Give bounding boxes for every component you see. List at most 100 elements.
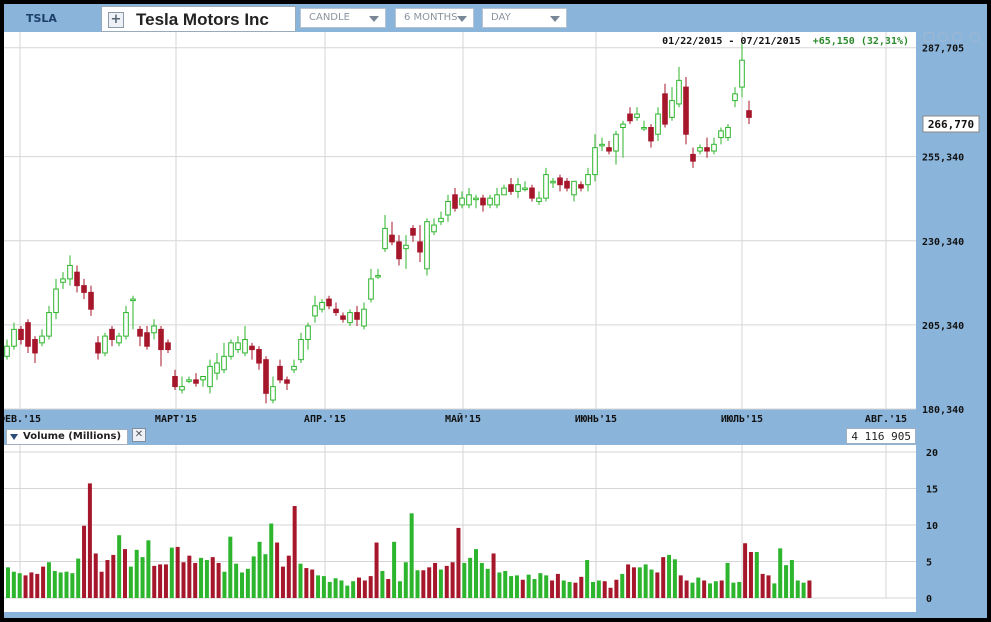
candle xyxy=(536,197,542,203)
zoom-in-icon[interactable] xyxy=(938,32,948,42)
ticker-tab[interactable]: TSLA xyxy=(4,6,100,32)
candle xyxy=(445,201,451,216)
volume-bar xyxy=(316,575,321,598)
volume-bar xyxy=(427,567,432,598)
volume-bar xyxy=(46,562,51,598)
y-tick-label: 287,705 xyxy=(922,44,964,55)
volume-bar xyxy=(222,571,227,598)
candle xyxy=(487,197,493,206)
candle xyxy=(669,100,675,118)
candle xyxy=(543,174,549,199)
candle xyxy=(326,298,332,307)
zoom-icon[interactable] xyxy=(970,32,980,42)
volume-bar xyxy=(462,562,467,598)
candle xyxy=(130,298,136,302)
volume-bar xyxy=(567,581,572,598)
period-dropdown[interactable]: 6 MONTHS xyxy=(395,8,474,28)
candle xyxy=(46,312,52,337)
volume-bar xyxy=(766,575,771,598)
volume-bar xyxy=(801,582,806,598)
price-change: +65,150 (32,31%) xyxy=(813,36,909,47)
price-volume-chart[interactable]: ФЕВ.'15 МАРТ'15 АПР.'15 МАЙ'15 ИЮНЬ'15 ИЮЛЬ'1… xyxy=(0,32,987,612)
volume-bar xyxy=(58,572,63,598)
candle xyxy=(648,126,654,142)
volume-bar xyxy=(444,565,449,598)
candle xyxy=(508,184,514,192)
candle xyxy=(228,342,234,357)
volume-bar xyxy=(257,541,262,598)
candle xyxy=(599,143,605,147)
volume-bar xyxy=(626,564,631,598)
candle xyxy=(515,184,521,192)
volume-bar xyxy=(415,570,420,598)
volume-bar xyxy=(169,547,174,598)
volume-bar xyxy=(374,542,379,598)
volume-bar xyxy=(351,581,356,598)
candle xyxy=(571,180,577,196)
volume-bar xyxy=(479,562,484,598)
add-symbol-button[interactable]: + xyxy=(108,12,124,28)
volume-bar xyxy=(731,582,736,598)
x-tick-label: АВГ.'15 xyxy=(865,414,907,425)
volume-bar xyxy=(661,557,666,598)
close-icon[interactable]: ✕ xyxy=(132,428,146,442)
volume-bar xyxy=(509,576,514,598)
candle xyxy=(109,328,115,340)
x-tick-label: ИЮНЬ'15 xyxy=(575,414,617,425)
volume-bar xyxy=(421,570,426,598)
candle xyxy=(431,224,437,233)
candle xyxy=(256,349,262,364)
volume-bar xyxy=(754,552,759,598)
volume-bar xyxy=(748,552,753,598)
candle xyxy=(291,365,297,371)
candle xyxy=(641,126,647,130)
volume-bar xyxy=(526,574,531,598)
y-tick-label: 205,340 xyxy=(922,321,964,332)
volume-bar xyxy=(199,557,204,598)
volume-tick-label: 10 xyxy=(926,521,938,532)
candle xyxy=(116,335,122,344)
last-volume: 4 116 905 xyxy=(846,428,916,444)
volume-bar xyxy=(497,572,502,598)
zoom-out-icon[interactable] xyxy=(952,32,962,42)
interval-dropdown[interactable]: DAY xyxy=(482,8,567,28)
volume-label-box[interactable]: Volume (Millions) xyxy=(6,429,129,445)
price-plot-background xyxy=(4,32,916,409)
volume-bar xyxy=(596,580,601,598)
candle xyxy=(417,241,423,253)
candle xyxy=(424,221,430,270)
volume-bar xyxy=(409,513,414,598)
candle xyxy=(137,328,143,337)
volume-bar xyxy=(550,580,555,598)
volume-bar xyxy=(544,575,549,598)
y-tick-label: 255,340 xyxy=(922,153,964,164)
chart-type-dropdown[interactable]: CANDLE xyxy=(300,8,386,28)
candle xyxy=(718,130,724,139)
volume-bar xyxy=(11,571,16,598)
volume-bar xyxy=(234,563,239,598)
reset-zoom-icon[interactable] xyxy=(924,32,934,42)
candle xyxy=(39,335,45,344)
candle xyxy=(263,359,269,394)
candle xyxy=(613,133,619,152)
chart-area: ФЕВ.'15 МАРТ'15 АПР.'15 МАЙ'15 ИЮНЬ'15 ИЮЛЬ'1… xyxy=(0,32,987,612)
candle xyxy=(410,227,416,236)
candle xyxy=(347,312,353,324)
volume-bar xyxy=(573,582,578,598)
candle xyxy=(333,308,339,314)
candle xyxy=(200,375,206,381)
volume-bar xyxy=(719,580,724,598)
candle xyxy=(529,187,535,199)
volume-bar xyxy=(684,580,689,598)
volume-bar xyxy=(6,567,10,598)
candle xyxy=(102,335,108,354)
candle xyxy=(11,328,17,347)
candle xyxy=(704,147,710,152)
interval-value: DAY xyxy=(491,12,511,23)
candle xyxy=(221,355,227,371)
volume-bar xyxy=(298,563,303,598)
symbol-title-box: + Tesla Motors Inc xyxy=(101,6,296,32)
candle xyxy=(746,110,752,118)
volume-tick-label: 5 xyxy=(926,558,932,569)
volume-bar xyxy=(433,562,438,598)
